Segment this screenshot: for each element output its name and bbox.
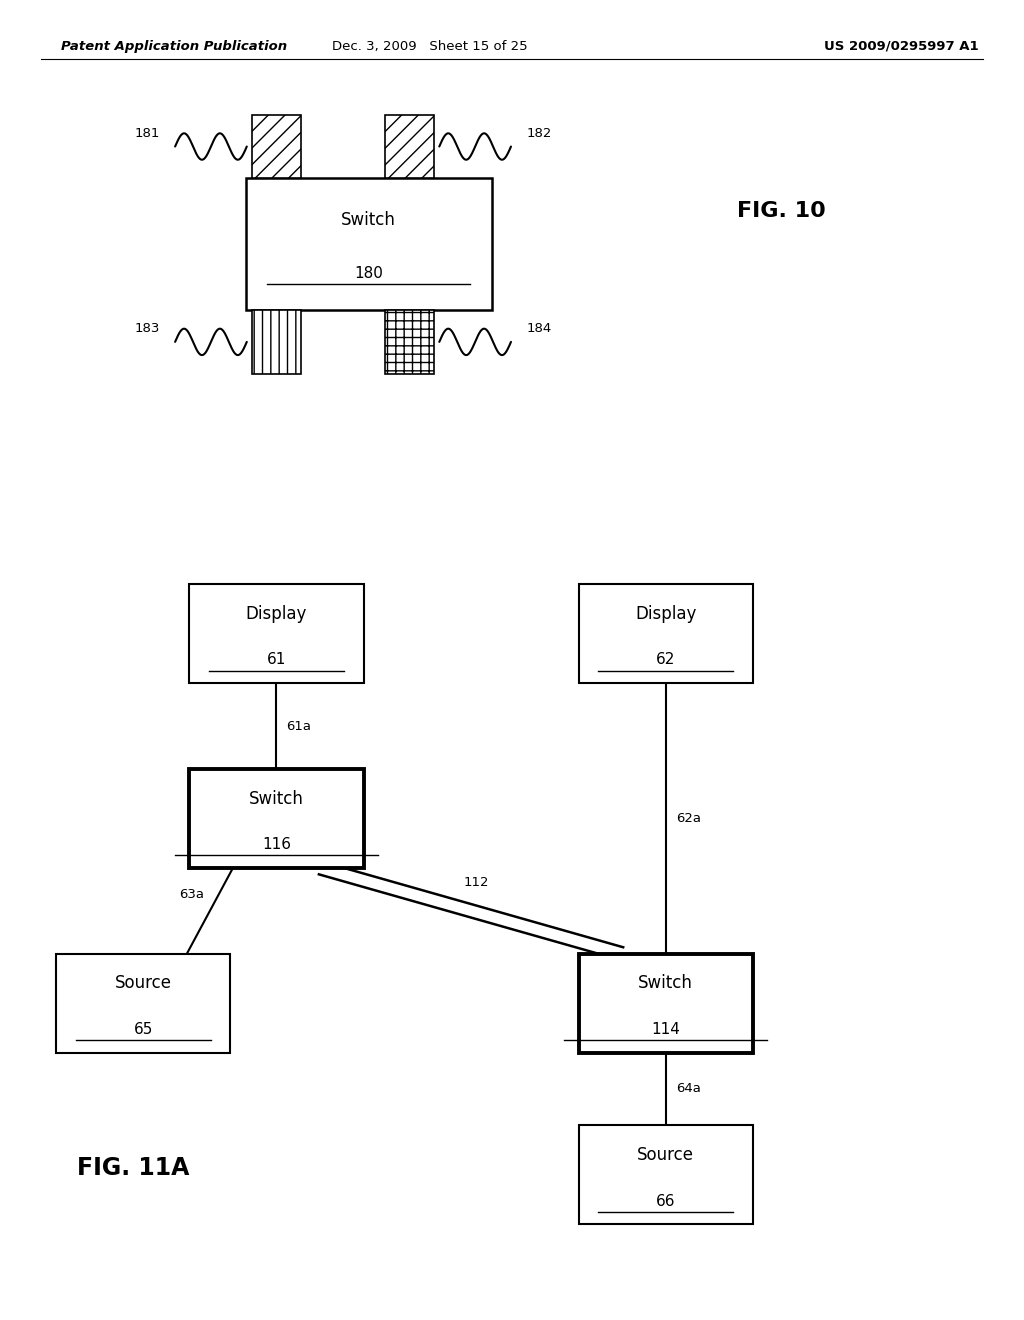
Text: 114: 114 — [651, 1022, 680, 1038]
Text: Source: Source — [637, 1146, 694, 1164]
Text: US 2009/0295997 A1: US 2009/0295997 A1 — [823, 40, 979, 53]
FancyBboxPatch shape — [252, 115, 301, 178]
FancyBboxPatch shape — [385, 115, 434, 178]
FancyBboxPatch shape — [189, 583, 364, 682]
FancyBboxPatch shape — [56, 953, 230, 1053]
Text: 63a: 63a — [179, 888, 204, 900]
Text: 66: 66 — [655, 1193, 676, 1209]
Text: 180: 180 — [354, 265, 383, 281]
FancyBboxPatch shape — [579, 1125, 753, 1225]
FancyBboxPatch shape — [579, 953, 753, 1053]
Text: Dec. 3, 2009   Sheet 15 of 25: Dec. 3, 2009 Sheet 15 of 25 — [332, 40, 528, 53]
Text: 65: 65 — [134, 1022, 153, 1038]
Text: 182: 182 — [526, 127, 552, 140]
Text: Patent Application Publication: Patent Application Publication — [61, 40, 288, 53]
Text: 61a: 61a — [287, 719, 311, 733]
Text: 116: 116 — [262, 837, 291, 853]
Text: Switch: Switch — [249, 789, 304, 808]
FancyBboxPatch shape — [189, 768, 364, 869]
FancyBboxPatch shape — [385, 310, 434, 374]
Text: Switch: Switch — [341, 211, 396, 230]
Text: Display: Display — [246, 605, 307, 623]
Text: 62: 62 — [656, 652, 675, 668]
Text: 183: 183 — [134, 322, 160, 335]
Text: Display: Display — [635, 605, 696, 623]
Text: Source: Source — [115, 974, 172, 993]
FancyBboxPatch shape — [579, 583, 753, 682]
Text: 181: 181 — [134, 127, 160, 140]
FancyBboxPatch shape — [252, 310, 301, 374]
Text: Switch: Switch — [638, 974, 693, 993]
Text: 184: 184 — [526, 322, 552, 335]
Text: FIG. 11A: FIG. 11A — [77, 1156, 189, 1180]
Text: 64a: 64a — [676, 1082, 700, 1096]
Text: FIG. 10: FIG. 10 — [737, 201, 826, 222]
Text: 61: 61 — [267, 652, 286, 668]
Text: 112: 112 — [463, 876, 488, 888]
FancyBboxPatch shape — [246, 178, 492, 310]
Text: 62a: 62a — [676, 812, 700, 825]
